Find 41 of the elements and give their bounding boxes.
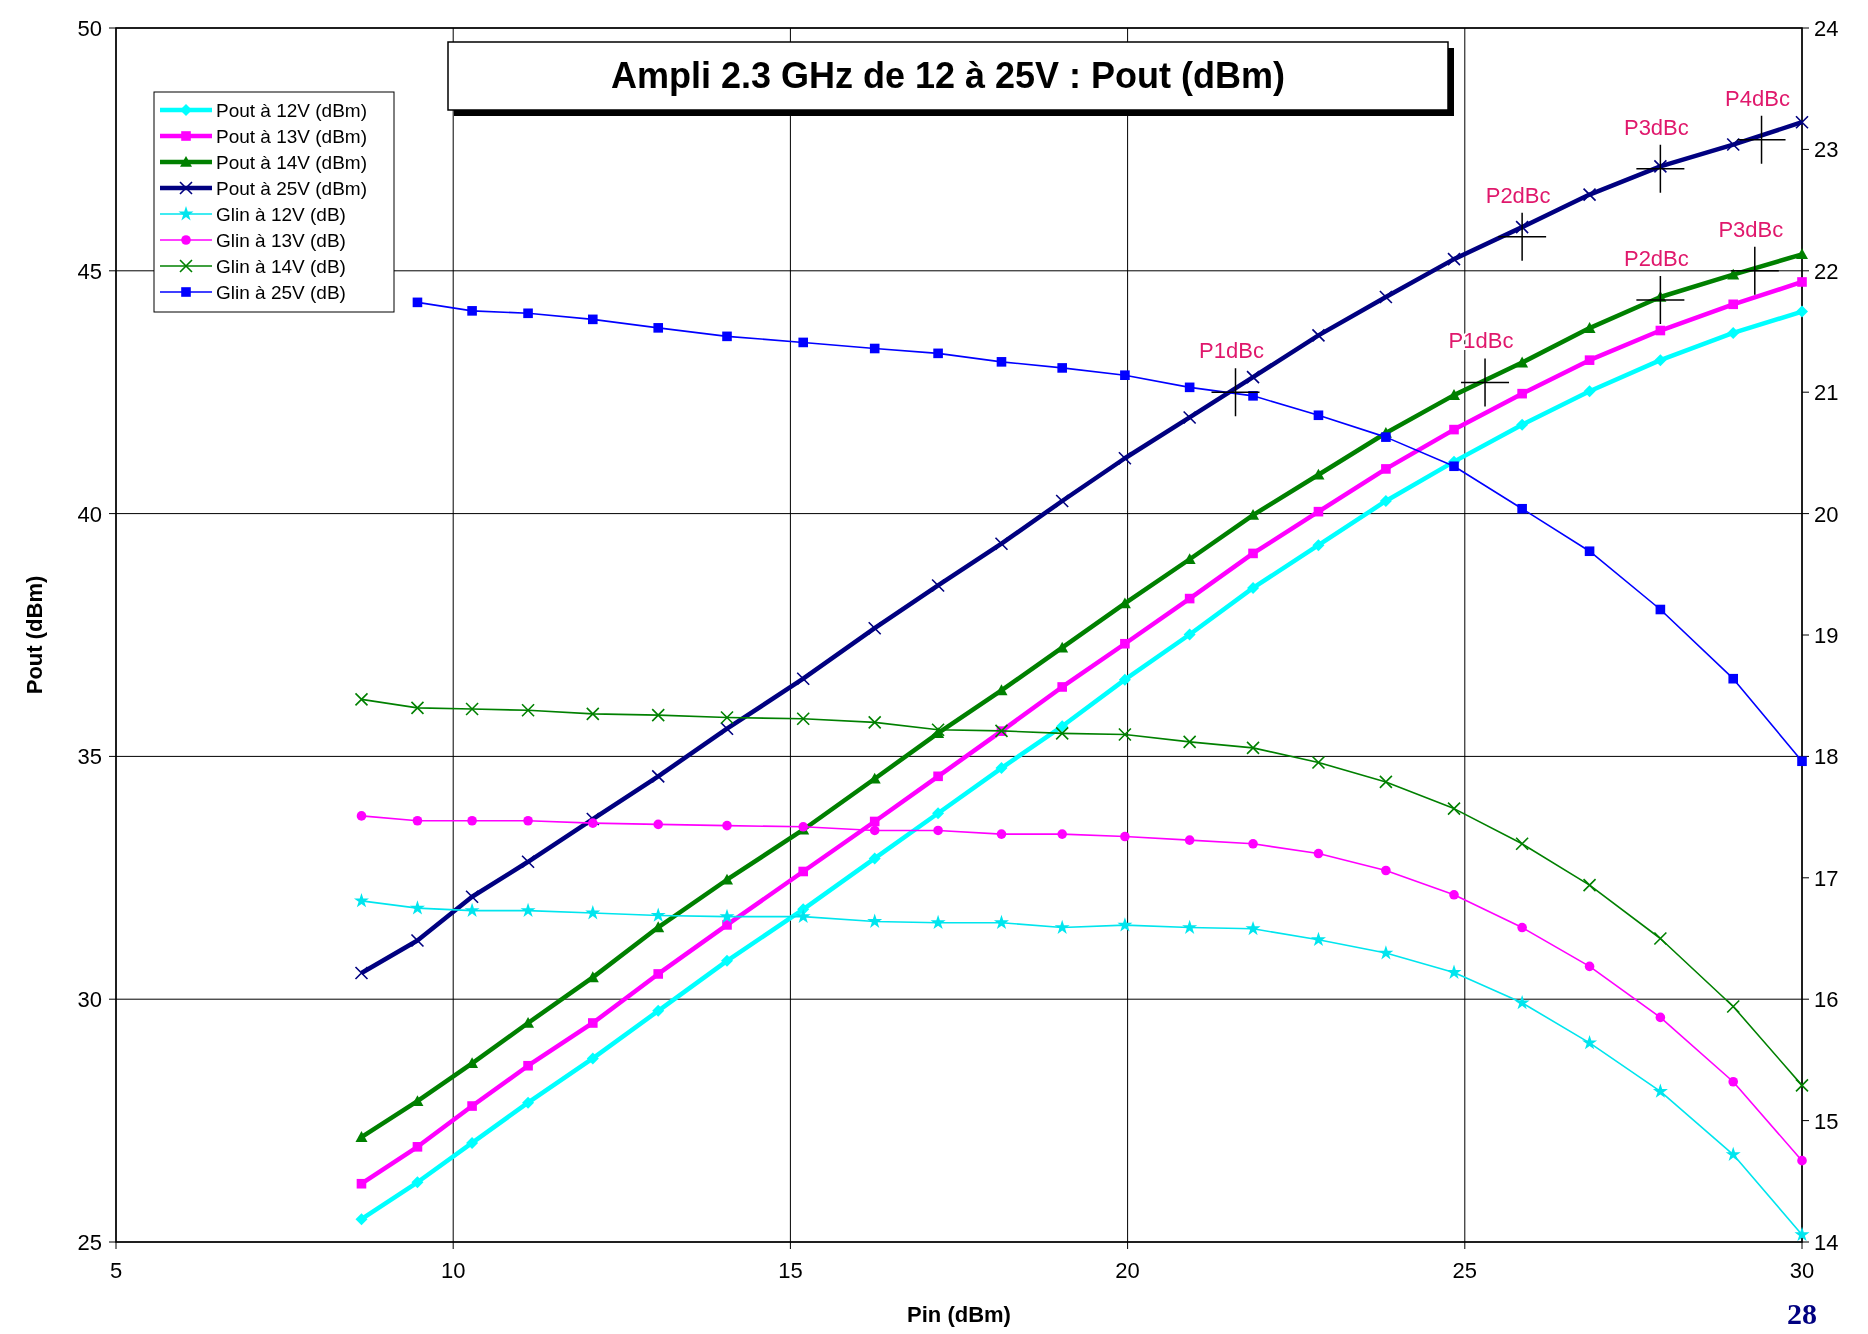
y-tick-label: 30 xyxy=(77,987,102,1013)
annotation: P2dBc xyxy=(1623,245,1689,271)
legend-label: Glin à 25V (dB) xyxy=(216,282,346,303)
x-tick-label: 15 xyxy=(778,1258,803,1283)
x-tick-label: 5 xyxy=(109,1258,123,1283)
text: Ampli 2.3 GHz de 12 à 25V : Pout (dBm) xyxy=(610,55,1286,96)
legend-label: Glin à 14V (dB) xyxy=(216,256,346,277)
y-tick-label: 35 xyxy=(77,744,102,770)
y2-tick-label: 14 xyxy=(1814,1230,1839,1255)
y-axis-title: Pout (dBm) xyxy=(22,575,47,695)
annotation: P1dBc xyxy=(1199,338,1264,364)
y2-tick-label: 17 xyxy=(1814,865,1839,891)
text: 28 xyxy=(1787,1297,1817,1330)
y2-tick-label: 19 xyxy=(1814,623,1839,648)
annotation: P3dBc xyxy=(1623,114,1689,140)
annotation: P4dBc xyxy=(1725,85,1790,111)
y2-tick-label: 24 xyxy=(1814,16,1839,41)
y-tick-label: 45 xyxy=(77,258,102,284)
annotation: P2dBc xyxy=(1485,182,1551,208)
y2-tick-label: 16 xyxy=(1814,987,1839,1013)
legend-label: Glin à 12V (dB) xyxy=(216,204,346,225)
x-tick-label: 30 xyxy=(1789,1258,1815,1283)
legend-label: Pout à 12V (dBm) xyxy=(216,100,368,121)
annotation: P3dBc xyxy=(1718,216,1784,242)
y-tick-label: 40 xyxy=(77,501,102,527)
y-tick-label: 25 xyxy=(77,1230,102,1255)
legend-label: Glin à 13V (dB) xyxy=(216,230,346,251)
y2-tick-label: 20 xyxy=(1814,501,1839,527)
x-tick-label: 25 xyxy=(1452,1258,1478,1283)
y2-tick-label: 21 xyxy=(1814,380,1839,406)
y2-tick-label: 22 xyxy=(1814,258,1839,284)
y2-tick-label: 23 xyxy=(1814,137,1839,163)
legend-label: Pout à 14V (dBm) xyxy=(216,152,368,173)
y2-tick-label: 15 xyxy=(1814,1108,1839,1134)
x-axis-title: Pin (dBm) xyxy=(907,1302,1011,1327)
y-tick-label: 50 xyxy=(77,16,102,41)
x-tick-label: 10 xyxy=(440,1258,466,1283)
legend-label: Pout à 13V (dBm) xyxy=(216,126,368,147)
y2-tick-label: 18 xyxy=(1814,744,1839,770)
x-tick-label: 20 xyxy=(1115,1258,1140,1283)
legend-label: Pout à 25V (dBm) xyxy=(216,178,368,199)
